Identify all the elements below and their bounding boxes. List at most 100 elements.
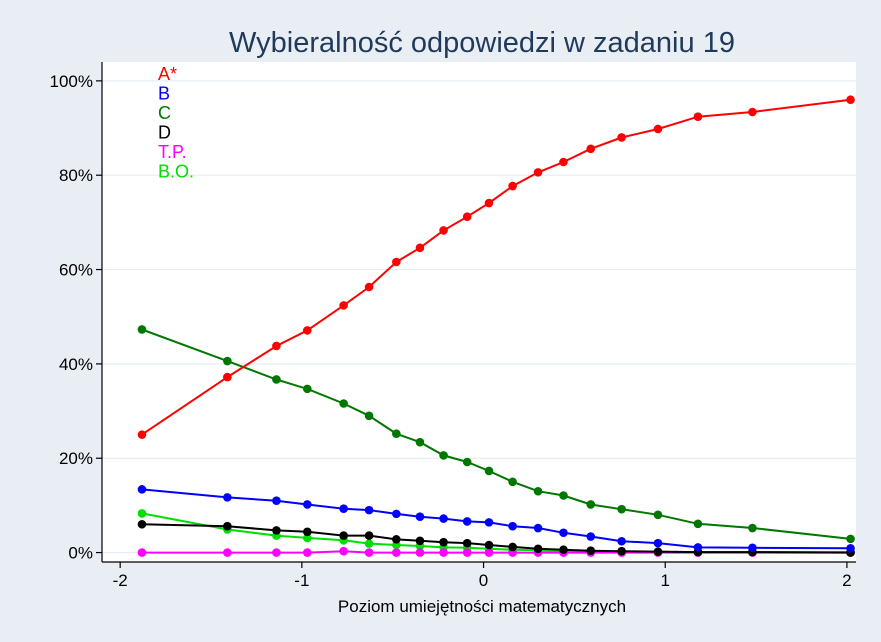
- series-line: [142, 550, 851, 554]
- data-point: [137, 325, 147, 334]
- data-point: [339, 504, 348, 513]
- data-point: [439, 226, 448, 235]
- legend-entry: D: [158, 123, 171, 143]
- data-point: [439, 514, 448, 523]
- data-point: [137, 485, 147, 494]
- data-point: [653, 510, 663, 520]
- data-point: [415, 437, 425, 447]
- data-point: [653, 538, 663, 548]
- data-point: [617, 504, 626, 514]
- data-point: [303, 533, 312, 543]
- data-point: [364, 531, 374, 540]
- data-point: [846, 534, 855, 544]
- data-point: [272, 375, 281, 384]
- series-a: [137, 95, 855, 439]
- data-point: [748, 543, 757, 553]
- data-point: [533, 168, 543, 177]
- data-point: [559, 545, 568, 555]
- data-point: [137, 509, 147, 518]
- y-tick-label: 60%: [59, 261, 93, 280]
- x-tick-label: -1: [294, 571, 309, 590]
- data-point: [462, 457, 472, 467]
- data-point: [272, 548, 281, 557]
- data-point: [223, 493, 232, 502]
- legend-entry: T.P.: [158, 142, 187, 162]
- data-point: [439, 537, 448, 547]
- data-point: [339, 399, 348, 408]
- data-point: [653, 547, 663, 556]
- data-point: [415, 512, 425, 522]
- data-point: [364, 505, 374, 515]
- data-point: [303, 548, 312, 557]
- data-point: [415, 548, 425, 557]
- data-point: [484, 198, 494, 208]
- series-layer: [137, 95, 855, 557]
- data-point: [533, 523, 543, 533]
- data-point: [559, 157, 568, 167]
- series-c: [137, 325, 855, 544]
- data-point: [693, 519, 703, 529]
- data-point: [223, 356, 232, 366]
- data-point: [617, 536, 626, 546]
- data-point: [462, 538, 472, 548]
- data-point: [653, 124, 663, 134]
- data-point: [846, 95, 855, 105]
- data-point: [586, 532, 596, 541]
- data-point: [392, 429, 401, 438]
- data-point: [846, 544, 855, 553]
- data-point: [693, 112, 703, 122]
- data-point: [364, 282, 374, 292]
- data-point: [559, 491, 568, 500]
- data-point: [364, 539, 374, 548]
- x-tick-label: 2: [842, 571, 851, 590]
- data-point: [533, 544, 543, 554]
- data-point: [508, 477, 517, 487]
- legend-entry: B.O.: [158, 162, 194, 182]
- data-point: [339, 546, 348, 556]
- data-point: [484, 548, 494, 557]
- data-point: [415, 243, 425, 253]
- data-point: [303, 326, 312, 335]
- data-point: [586, 546, 596, 555]
- data-point: [439, 451, 448, 460]
- data-point: [303, 527, 312, 537]
- data-point: [392, 257, 401, 267]
- data-point: [272, 526, 281, 535]
- data-point: [303, 384, 312, 394]
- data-point: [617, 546, 626, 556]
- data-point: [462, 548, 472, 557]
- data-point: [462, 517, 472, 526]
- y-tick-label: 80%: [59, 166, 93, 185]
- data-point: [508, 181, 517, 191]
- data-point: [439, 548, 448, 557]
- data-point: [586, 144, 596, 154]
- data-point: [272, 496, 281, 505]
- x-axis-label: Poziom umiejętności matematycznych: [338, 597, 626, 616]
- data-point: [415, 536, 425, 546]
- data-point: [137, 519, 147, 529]
- data-point: [508, 521, 517, 531]
- data-point: [392, 509, 401, 519]
- series-line: [141, 98, 851, 436]
- data-point: [223, 521, 232, 531]
- chart-title: Wybieralność odpowiedzi w zadaniu 19: [229, 27, 735, 59]
- data-point: [586, 500, 596, 509]
- legend-entry: B: [158, 84, 170, 104]
- data-point: [462, 212, 472, 222]
- data-point: [533, 486, 543, 496]
- data-point: [508, 542, 517, 552]
- data-point: [748, 107, 757, 117]
- data-point: [392, 535, 401, 544]
- data-point: [339, 531, 348, 540]
- data-point: [137, 548, 147, 557]
- data-point: [617, 133, 626, 142]
- series-line: [141, 488, 851, 550]
- series-line: [141, 523, 851, 554]
- data-point: [484, 518, 494, 527]
- series-line: [141, 328, 851, 540]
- x-tick-label: 1: [660, 571, 669, 590]
- data-point: [748, 523, 757, 533]
- data-point: [137, 430, 147, 439]
